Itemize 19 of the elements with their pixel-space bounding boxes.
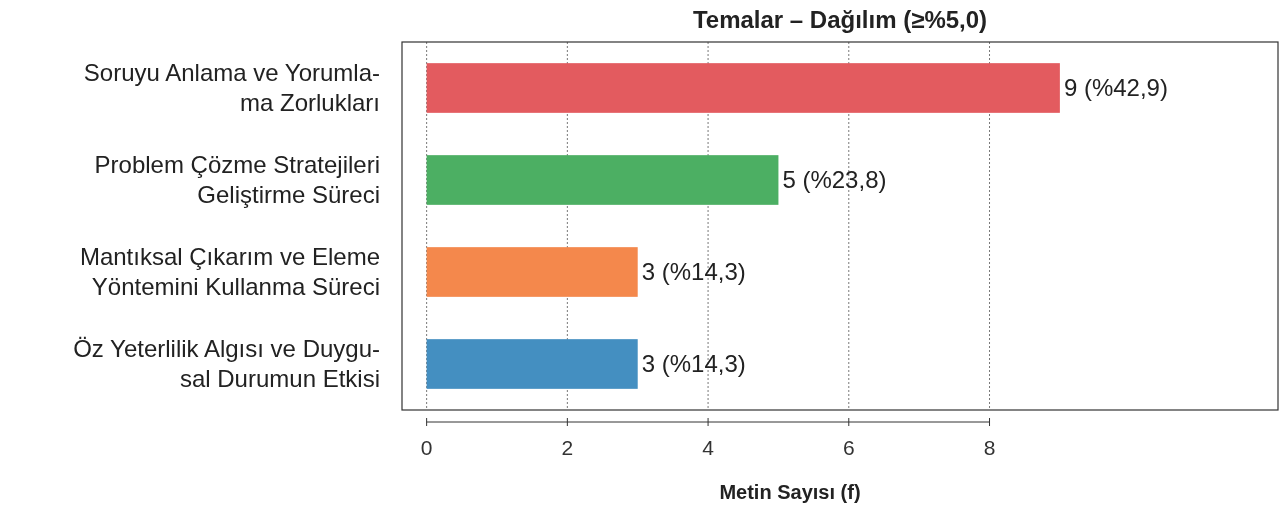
x-tick-label: 4: [702, 436, 715, 459]
x-tick-label: 8: [983, 436, 996, 459]
y-tick-label: Mantıksal Çıkarım ve Eleme Yöntemini Kullanma Süreci: [79, 243, 380, 300]
y-tick-label: Öz Yeterlilik Algısı ve Duygu- sal Durumun Etkisi: [73, 335, 380, 392]
x-axis-title: Metin Sayısı (f): [719, 481, 861, 503]
data-label: 3 (%14,3): [641, 258, 746, 285]
chart-title: Temalar – Dağılım (≥%5,0): [692, 6, 988, 33]
bar: [426, 155, 779, 205]
x-tick-label: 0: [420, 436, 433, 459]
bar: [426, 63, 1060, 113]
x-tick-label: 6: [842, 436, 855, 459]
x-tick-label: 2: [561, 436, 574, 459]
bar: [426, 339, 638, 389]
bar: [426, 247, 638, 297]
y-tick-label: Problem Çözme Stratejileri Geliştirme Süreci: [94, 151, 380, 208]
data-label: 3 (%14,3): [641, 350, 746, 377]
data-label: 9 (%42,9): [1063, 74, 1168, 101]
y-tick-label: Soruyu Anlama ve Yorumla- ma Zorlukları: [83, 59, 380, 116]
data-label: 5 (%23,8): [782, 166, 887, 193]
